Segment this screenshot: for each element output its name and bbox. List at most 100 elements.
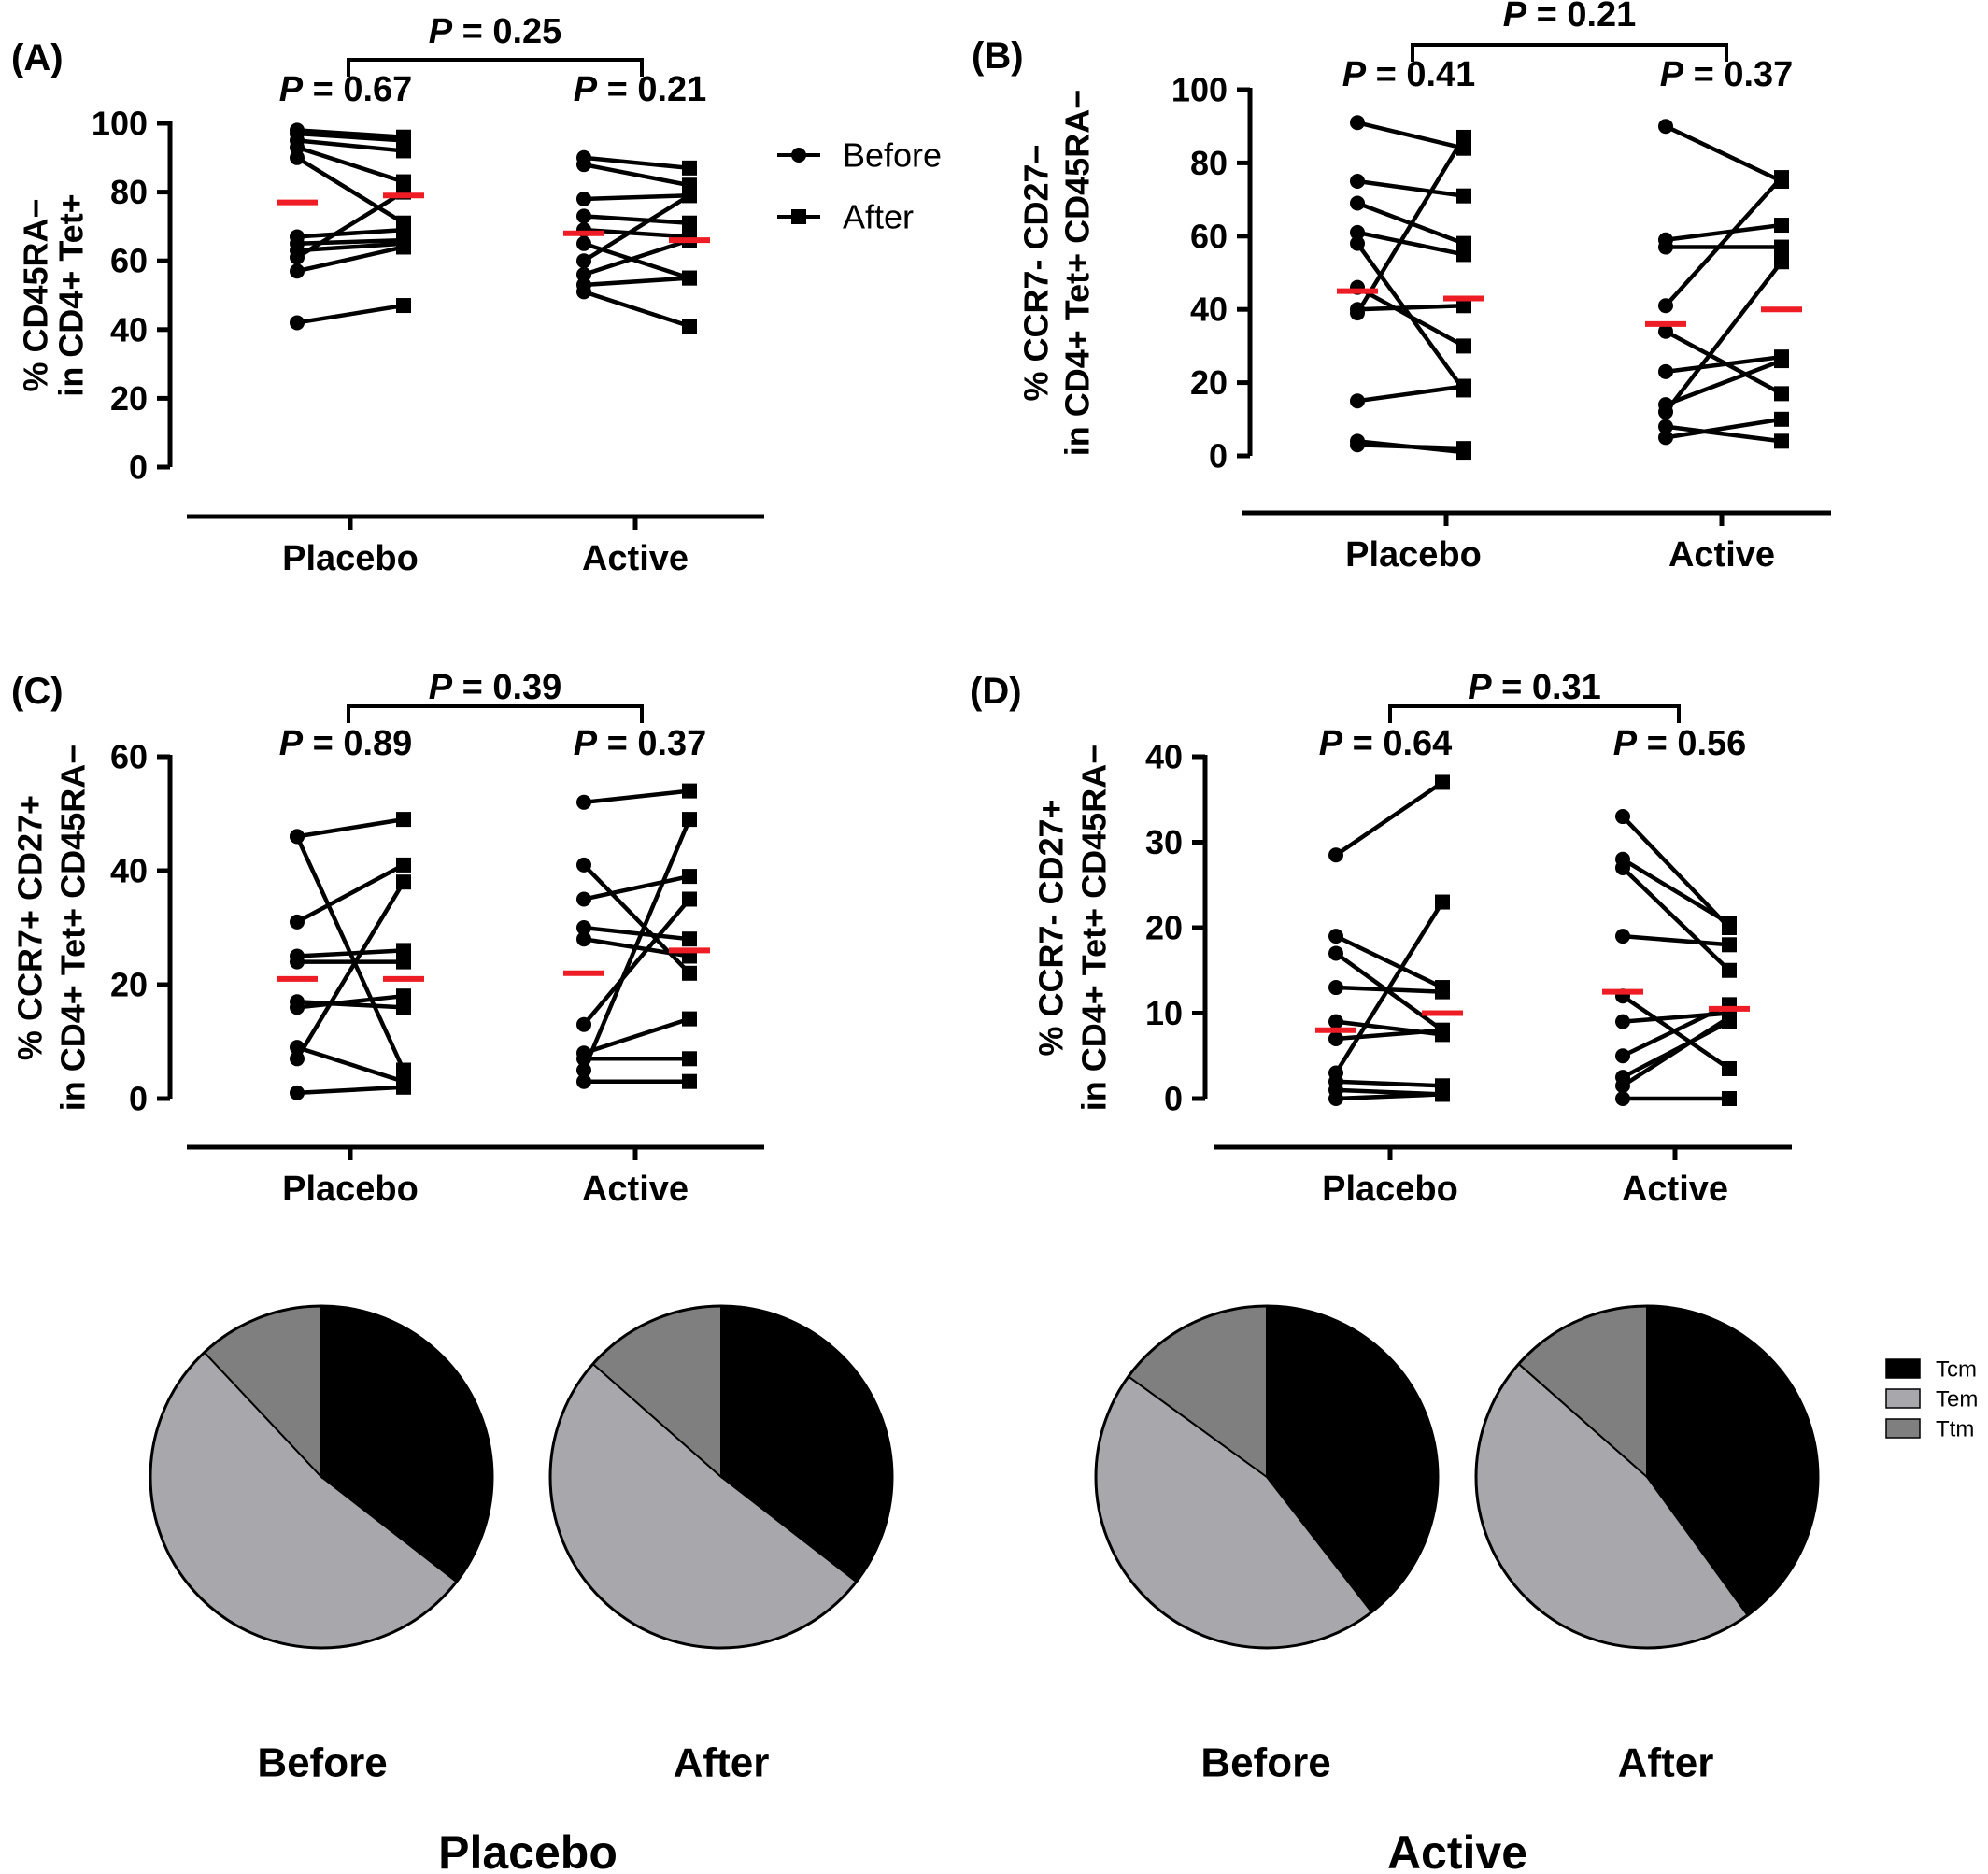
legend-label-tcm: Tcm (1936, 1357, 1977, 1383)
y-tick-label: 0 (1209, 437, 1228, 476)
pair-line (296, 138, 405, 153)
pair-line (296, 816, 405, 839)
y-tick-label: 0 (129, 448, 148, 487)
after-point (682, 931, 697, 947)
category-label-active: Active (582, 539, 689, 578)
before-point (290, 1000, 305, 1015)
p-value-active: P = 0.37 (1660, 55, 1794, 94)
pie-group-title-active: Active (1387, 1826, 1527, 1874)
pair-line (1334, 901, 1444, 1074)
scatter-legend: Before After (777, 136, 942, 236)
after-point (1435, 1086, 1450, 1102)
before-point (1328, 980, 1343, 996)
after-point (396, 298, 411, 314)
after-point (1774, 433, 1789, 449)
y-axis-label-line-2: in CD4+ Tet+ (52, 193, 91, 396)
before-point (1328, 1091, 1343, 1106)
y-tick-label: 10 (1145, 994, 1183, 1032)
before-point (1658, 298, 1673, 314)
p-value-active: P = 0.37 (574, 724, 707, 763)
after-point (1774, 239, 1789, 255)
before-point (1328, 929, 1343, 944)
pair-line (1335, 934, 1443, 990)
before-point (576, 157, 591, 173)
pair-line (583, 873, 690, 902)
pie-placebo-after: After (548, 1304, 894, 1786)
after-point (1774, 254, 1789, 270)
scatter-panel-1: 0 20 40 60 80 100 Placebo Active % CCR7- CD27− in… (972, 0, 1831, 575)
y-tick-label: 0 (129, 1080, 148, 1118)
before-point (1658, 119, 1673, 135)
y-tick-label: 40 (1145, 738, 1183, 776)
before-point (1658, 430, 1673, 446)
category-label-placebo: Placebo (282, 539, 419, 578)
y-axis-label-line-1: % CCR7+ CD27+ (11, 795, 50, 1060)
after-point (1774, 218, 1789, 234)
after-point (1435, 894, 1450, 910)
after-point (1456, 129, 1471, 145)
before-point (1350, 195, 1365, 211)
after-point (396, 943, 411, 958)
pair-line (296, 948, 405, 958)
after-point (1435, 1022, 1450, 1038)
y-tick-label: 80 (1190, 144, 1228, 182)
pair-line (296, 1044, 405, 1084)
before-point (1350, 393, 1365, 409)
pair-line (1356, 384, 1465, 404)
before-point (290, 249, 305, 265)
pair-line (583, 276, 690, 288)
after-point (1774, 353, 1789, 369)
before-point (290, 139, 305, 155)
y-tick-label: 20 (1190, 363, 1228, 402)
before-point (1350, 305, 1365, 321)
pair-line (583, 925, 690, 942)
overall-p-value: P = 0.25 (429, 12, 562, 51)
before-point (1658, 363, 1673, 379)
pair-line (1622, 933, 1730, 947)
before-point (576, 920, 591, 935)
before-point (1615, 1014, 1630, 1029)
pair-line (583, 193, 690, 202)
before-point (290, 263, 305, 279)
pair-line (296, 303, 405, 325)
scatter-panel-3: 0 10 20 30 40 Placebo Active % CCR7- CD27+ in CD… (970, 668, 1792, 1209)
pair-line (1664, 260, 1783, 414)
legend-swatch-tem (1885, 1388, 1921, 1409)
before-point (290, 1040, 305, 1056)
after-point (396, 857, 411, 873)
after-point (1722, 937, 1737, 953)
category-label-placebo: Placebo (282, 1170, 419, 1209)
pair-line (295, 881, 405, 1060)
y-axis-label-line-1: % CCR7- CD27+ (1032, 799, 1071, 1056)
category-label-active: Active (1622, 1170, 1728, 1209)
legend-label-after: After (843, 198, 914, 236)
after-point (1456, 378, 1471, 394)
after-point (1774, 170, 1789, 186)
y-tick-label: 20 (110, 966, 148, 1004)
panel-label: (A) (11, 37, 64, 78)
category-label-placebo: Placebo (1322, 1170, 1458, 1209)
pie-placebo-before: Before (149, 1304, 494, 1786)
pair-line (1665, 222, 1782, 242)
after-point (682, 965, 697, 981)
before-point (1350, 174, 1365, 189)
before-point (576, 891, 591, 907)
pair-line (296, 131, 405, 143)
pair-line (583, 1016, 690, 1056)
y-axis-label-line-1: % CCR7- CD27− (1017, 144, 1056, 401)
panel-label: (C) (11, 671, 64, 712)
before-point (576, 931, 591, 947)
after-point (396, 143, 411, 159)
pair-line (1334, 780, 1444, 858)
y-tick-label: 60 (110, 242, 148, 280)
legend-label-tem: Tem (1936, 1387, 1978, 1413)
before-point (576, 1051, 591, 1067)
before-point (1615, 1048, 1630, 1064)
pair-line (1335, 1028, 1443, 1042)
before-point (1328, 945, 1343, 961)
pair-line (1334, 951, 1444, 1032)
after-point (396, 812, 411, 828)
before-point (290, 829, 305, 845)
after-point (682, 812, 697, 828)
after-point (396, 954, 411, 970)
